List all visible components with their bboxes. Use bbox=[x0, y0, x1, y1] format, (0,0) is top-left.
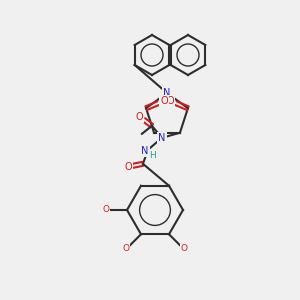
Text: O: O bbox=[123, 244, 130, 253]
Text: N: N bbox=[141, 146, 148, 156]
Text: O: O bbox=[180, 244, 187, 253]
Text: O: O bbox=[103, 206, 110, 214]
Text: O: O bbox=[166, 96, 174, 106]
Text: H: H bbox=[150, 151, 156, 160]
Text: N: N bbox=[163, 88, 171, 98]
Text: O: O bbox=[160, 96, 168, 106]
Text: O: O bbox=[135, 112, 143, 122]
Text: O: O bbox=[124, 162, 132, 172]
Text: N: N bbox=[158, 133, 166, 143]
